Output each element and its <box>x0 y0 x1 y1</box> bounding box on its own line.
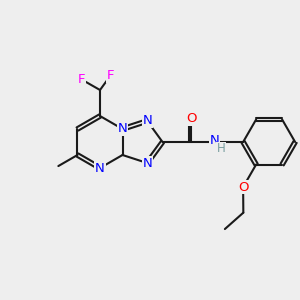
Text: N: N <box>95 161 105 175</box>
Text: H: H <box>217 142 226 155</box>
Text: N: N <box>142 115 152 128</box>
Text: F: F <box>107 69 114 82</box>
Text: F: F <box>78 73 85 86</box>
Text: N: N <box>118 122 128 136</box>
Text: O: O <box>238 181 248 194</box>
Text: N: N <box>142 157 152 169</box>
Text: O: O <box>186 112 196 125</box>
Text: N: N <box>209 134 219 148</box>
